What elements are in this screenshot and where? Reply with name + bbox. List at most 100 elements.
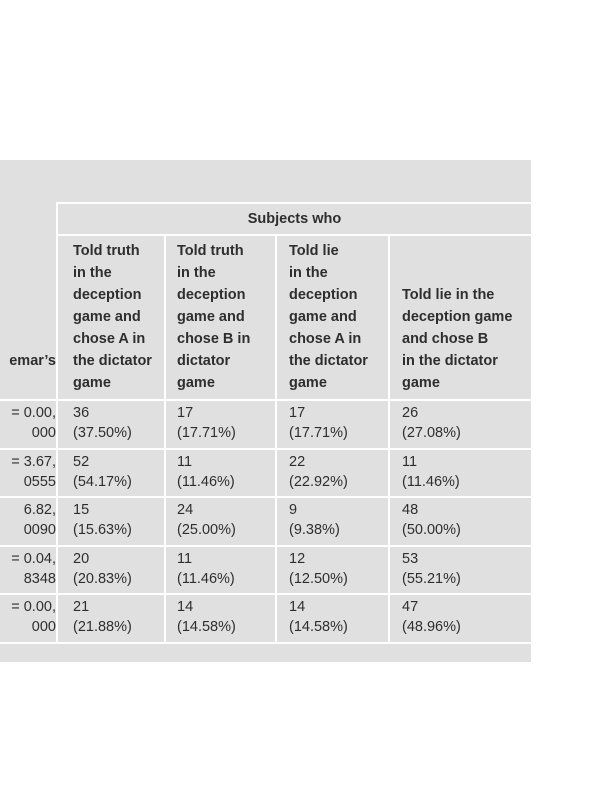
text-line: 47: [402, 599, 419, 616]
column-header: Told truth in the deception game and chose A…: [58, 236, 165, 399]
text-line: deception: [73, 287, 142, 303]
text-line: 21: [73, 599, 90, 616]
text-line: = 0.00,: [11, 405, 56, 421]
table-cell: 14 (14.58%): [277, 597, 389, 637]
text-line: Told lie: [289, 243, 339, 259]
text-line: 20: [73, 550, 90, 567]
table: Subjects who emar’s Told truth in the decep…: [0, 160, 531, 662]
text-line: (11.46%): [177, 570, 235, 587]
text-line: (21.88%): [73, 619, 132, 636]
text-line: deception game: [402, 309, 513, 325]
table-cell: 11 (11.46%): [166, 549, 276, 589]
text-line: and chose B: [402, 331, 489, 347]
text-line: 000: [31, 619, 56, 636]
text-line: 17: [289, 405, 306, 421]
text-line: game: [73, 375, 111, 391]
text-line: (55.21%): [402, 570, 461, 587]
text-line: 26: [402, 405, 419, 421]
rule: [0, 399, 531, 401]
text-line: 0555: [23, 473, 56, 490]
text-line: in the dictator: [402, 353, 498, 369]
text-line: 8348: [23, 570, 56, 587]
text-line: = 3.67,: [11, 453, 56, 470]
rule: [275, 234, 277, 642]
rule: [0, 593, 531, 596]
text-line: (9.38%): [289, 522, 340, 539]
row-label: = 3.67, 0555: [0, 452, 56, 492]
rule: [0, 496, 531, 499]
text-line: game: [289, 375, 327, 391]
text-line: game and: [73, 309, 141, 325]
text-line: 11: [177, 453, 193, 470]
text-line: 000: [31, 425, 56, 441]
table-cell: 24 (25.00%): [166, 500, 276, 540]
rule: [388, 234, 390, 642]
text-line: (14.58%): [177, 619, 236, 636]
text-line: dictator: [177, 353, 231, 369]
text-line: (12.50%): [289, 570, 348, 587]
rule: [0, 544, 531, 547]
text-line: 12: [289, 550, 306, 567]
text-line: (14.58%): [289, 619, 348, 636]
text-line: (17.71%): [177, 425, 236, 441]
table-cell: 15 (15.63%): [58, 500, 165, 540]
text-line: 52: [73, 453, 90, 470]
text-line: 24: [177, 502, 194, 519]
table-cell: 14 (14.58%): [166, 597, 276, 637]
text-line: chose A in: [73, 331, 146, 347]
rule: [58, 202, 531, 204]
text-line: Told lie in the: [402, 287, 495, 303]
text-line: Told truth: [177, 243, 244, 259]
table-cell: 9 (9.38%): [277, 500, 389, 540]
text-line: game: [402, 375, 440, 391]
text-line: (25.00%): [177, 522, 236, 539]
text-line: 11: [177, 550, 193, 567]
text-line: game: [177, 375, 215, 391]
table-cell: 53 (55.21%): [390, 549, 531, 589]
text-line: 6.82,: [23, 502, 56, 519]
text-line: 48: [402, 502, 419, 519]
text-line: 15: [73, 502, 90, 519]
text-line: (54.17%): [73, 473, 132, 490]
text-line: 36: [73, 405, 90, 421]
table-cell: 20 (20.83%): [58, 549, 165, 589]
text-line: Told truth: [73, 243, 140, 259]
column-header: Told lie in the deception game and chose B…: [390, 236, 531, 399]
table-cell: 17 (17.71%): [166, 403, 276, 443]
text-line: in the: [289, 265, 328, 281]
text-line: the dictator: [73, 353, 152, 369]
text-line: in the: [177, 265, 216, 281]
row-label: = 0.00, 000: [0, 597, 56, 637]
text-line: (48.96%): [402, 619, 461, 636]
text-line: 53: [402, 550, 419, 567]
table-cell: 48 (50.00%): [390, 500, 531, 540]
table-cell: 52 (54.17%): [58, 452, 165, 492]
text-line: (50.00%): [402, 522, 461, 539]
text-line: in the: [73, 265, 112, 281]
text-line: 9: [289, 502, 298, 519]
text-line: 14: [289, 599, 306, 616]
rule: [58, 234, 531, 236]
text-line: = 0.00,: [11, 599, 56, 616]
text-line: 11: [402, 453, 418, 470]
text-line: chose A in: [289, 331, 362, 347]
row-label: 6.82, 0090: [0, 500, 56, 540]
text-line: deception: [177, 287, 246, 303]
row-label: = 0.00, 000: [0, 403, 56, 443]
text-line: (20.83%): [73, 570, 132, 587]
text-line: (37.50%): [73, 425, 132, 441]
table-cell: 47 (48.96%): [390, 597, 531, 637]
text-line: 17: [177, 405, 194, 421]
table-cell: 26 (27.08%): [390, 403, 531, 443]
table-cell: 12 (12.50%): [277, 549, 389, 589]
row-label: = 0.04, 8348: [0, 549, 56, 589]
text-line: (11.46%): [177, 473, 235, 490]
table-cell: 22 (22.92%): [277, 452, 389, 492]
text-line: (27.08%): [402, 425, 461, 441]
table-cell: 11 (11.46%): [390, 452, 531, 492]
text-line: (11.46%): [402, 473, 460, 490]
text-line: chose B in: [177, 331, 251, 347]
group-header: Subjects who: [247, 211, 342, 227]
text-line: 0090: [23, 522, 56, 539]
